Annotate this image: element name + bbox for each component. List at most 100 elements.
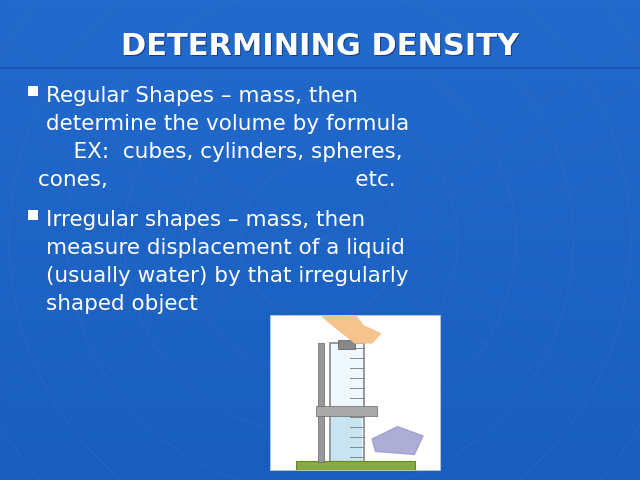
- Bar: [0, 449, 640, 450]
- Bar: [0, 210, 640, 211]
- Bar: [0, 260, 640, 261]
- Bar: [0, 258, 640, 259]
- Bar: [0, 291, 640, 292]
- Bar: [0, 32, 640, 33]
- Bar: [0, 176, 640, 177]
- Bar: [0, 476, 640, 477]
- Bar: [0, 433, 640, 434]
- Bar: [0, 333, 640, 334]
- Bar: [0, 54, 640, 55]
- Bar: [0, 444, 640, 445]
- Bar: [0, 163, 640, 164]
- Bar: [0, 468, 640, 469]
- Bar: [0, 56, 640, 57]
- Text: Irregular shapes – mass, then: Irregular shapes – mass, then: [46, 210, 365, 230]
- Bar: [0, 164, 640, 165]
- Bar: [0, 24, 640, 25]
- Bar: [0, 339, 640, 340]
- Bar: [0, 353, 640, 354]
- Bar: [0, 132, 640, 133]
- Bar: [0, 185, 640, 186]
- Bar: [0, 351, 640, 352]
- Bar: [0, 304, 640, 305]
- Bar: [0, 443, 640, 444]
- Bar: [0, 48, 640, 49]
- Bar: [0, 441, 640, 442]
- Bar: [0, 317, 640, 318]
- Bar: [0, 69, 640, 70]
- Bar: [0, 89, 640, 90]
- Bar: [0, 205, 640, 206]
- Bar: [0, 401, 640, 402]
- Bar: [0, 390, 640, 391]
- Bar: [0, 439, 640, 440]
- Bar: [0, 202, 640, 203]
- Bar: [0, 464, 640, 465]
- Bar: [0, 327, 640, 328]
- Bar: [0, 457, 640, 458]
- Bar: [0, 316, 640, 317]
- Bar: [0, 47, 640, 48]
- Bar: [0, 121, 640, 122]
- Bar: [0, 459, 640, 460]
- Bar: [0, 64, 640, 65]
- Bar: [0, 253, 640, 254]
- Bar: [0, 475, 640, 476]
- Bar: [0, 235, 640, 236]
- Bar: [0, 357, 640, 358]
- Bar: [0, 296, 640, 297]
- Bar: [0, 145, 640, 146]
- Bar: [0, 281, 640, 282]
- Bar: [0, 155, 640, 156]
- Bar: [0, 76, 640, 77]
- Bar: [0, 214, 640, 215]
- Bar: [0, 312, 640, 313]
- Bar: [0, 105, 640, 106]
- Bar: [0, 245, 640, 246]
- Bar: [0, 322, 640, 323]
- Bar: [0, 277, 640, 278]
- Bar: [0, 198, 640, 199]
- Bar: [0, 302, 640, 303]
- Bar: [0, 435, 640, 436]
- Bar: [0, 319, 640, 320]
- Bar: [0, 220, 640, 221]
- Bar: [0, 242, 640, 243]
- Bar: [0, 298, 640, 299]
- Bar: [0, 295, 640, 296]
- Bar: [0, 256, 640, 257]
- Bar: [0, 263, 640, 264]
- Bar: [0, 328, 640, 329]
- Bar: [0, 477, 640, 478]
- Bar: [0, 419, 640, 420]
- Bar: [0, 215, 640, 216]
- Bar: [0, 410, 640, 411]
- Bar: [0, 25, 640, 26]
- Bar: [0, 7, 640, 8]
- Bar: [0, 228, 640, 229]
- Bar: [0, 346, 640, 347]
- Bar: [0, 273, 640, 274]
- Bar: [0, 208, 640, 209]
- Bar: [0, 90, 640, 91]
- Bar: [0, 17, 640, 18]
- Bar: [0, 172, 640, 173]
- Bar: [0, 320, 640, 321]
- Bar: [0, 229, 640, 230]
- Bar: [0, 158, 640, 159]
- Bar: [0, 359, 640, 360]
- Bar: [0, 16, 640, 17]
- Bar: [0, 84, 640, 85]
- Bar: [0, 78, 640, 79]
- Bar: [0, 382, 640, 383]
- Bar: [0, 6, 640, 7]
- Bar: [0, 51, 640, 52]
- Bar: [0, 27, 640, 28]
- Bar: [0, 386, 640, 387]
- Bar: [0, 479, 640, 480]
- Bar: [0, 159, 640, 160]
- Bar: [0, 46, 640, 47]
- Bar: [0, 108, 640, 109]
- Polygon shape: [321, 315, 381, 343]
- Bar: [0, 343, 640, 344]
